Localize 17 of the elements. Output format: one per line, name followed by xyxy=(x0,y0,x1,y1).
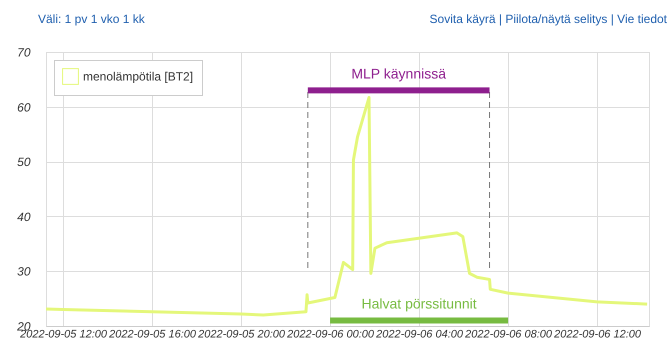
line-series xyxy=(46,96,649,317)
y-tick-label: 60 xyxy=(17,100,31,114)
legend-label: menolämpötila [BT2] xyxy=(83,70,194,84)
y-tick-label: 70 xyxy=(17,46,31,60)
text: Väli: 1 pv 1 vko 1 kk xyxy=(38,12,146,26)
y-tick-label: 30 xyxy=(17,264,31,279)
x-tick-label: 2022-09-06 04:00 xyxy=(375,328,464,340)
x-tick-label: 2022-09-05 20:00 xyxy=(197,328,286,340)
x-tick-label: 2022-09-06 12:00 xyxy=(553,328,642,340)
x-tick-label: 2022-09-06 00:00 xyxy=(286,328,375,340)
series-label: MLP käynnissä xyxy=(351,65,446,82)
text: Sovita käyrä | Piilota/näytä selitys | Vie tiedot xyxy=(430,12,668,26)
x-tick-label: 2022-09-06 08:00 xyxy=(464,328,553,340)
y-tick-label: 50 xyxy=(17,155,31,170)
series-label: Halvat pörssitunnit xyxy=(361,296,477,312)
x-tick-label: 2022-09-05 16:00 xyxy=(108,328,197,340)
y-tick-label: 40 xyxy=(17,210,31,224)
